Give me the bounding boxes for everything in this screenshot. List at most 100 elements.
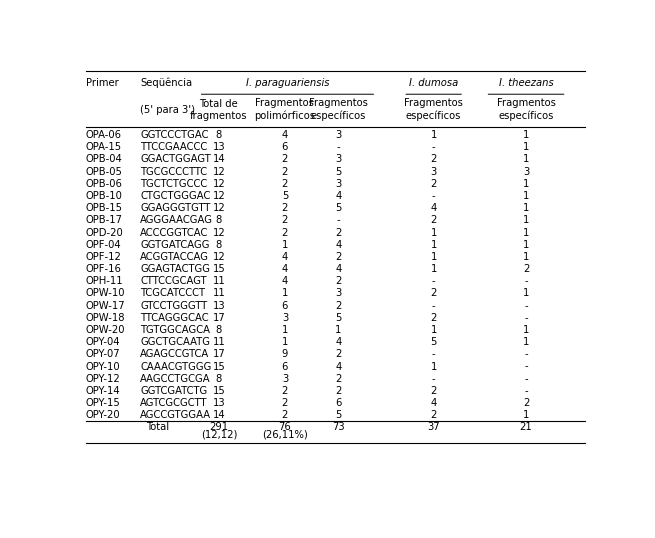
- Text: 12: 12: [213, 252, 225, 262]
- Text: -: -: [524, 374, 528, 384]
- Text: 3: 3: [335, 288, 341, 299]
- Text: 6: 6: [335, 398, 341, 408]
- Text: 4: 4: [430, 398, 437, 408]
- Text: TTCCGAACCC: TTCCGAACCC: [140, 142, 208, 152]
- Text: 2: 2: [335, 252, 341, 262]
- Text: GTCCTGGGTT: GTCCTGGGTT: [140, 301, 208, 310]
- Text: OPB-17: OPB-17: [86, 215, 123, 225]
- Text: 1: 1: [282, 325, 288, 335]
- Text: -: -: [432, 349, 436, 359]
- Text: AAGCCTGCGA: AAGCCTGCGA: [140, 374, 211, 384]
- Text: 1: 1: [523, 240, 529, 250]
- Text: GGAGGGTGTT: GGAGGGTGTT: [140, 203, 211, 213]
- Text: 8: 8: [215, 215, 222, 225]
- Text: 2: 2: [335, 374, 341, 384]
- Text: 12: 12: [213, 228, 225, 238]
- Text: 1: 1: [282, 288, 288, 299]
- Text: 1: 1: [523, 130, 529, 140]
- Text: -: -: [337, 215, 340, 225]
- Text: ACGGTACCAG: ACGGTACCAG: [140, 252, 209, 262]
- Text: OPB-15: OPB-15: [86, 203, 123, 213]
- Text: 1: 1: [430, 130, 437, 140]
- Text: 1: 1: [523, 410, 529, 420]
- Text: ACCCGGTCAC: ACCCGGTCAC: [140, 228, 209, 238]
- Text: OPB-06: OPB-06: [86, 179, 122, 189]
- Text: OPY-12: OPY-12: [86, 374, 121, 384]
- Text: 4: 4: [282, 252, 288, 262]
- Text: 2: 2: [282, 228, 288, 238]
- Text: 73: 73: [332, 422, 345, 432]
- Text: OPY-04: OPY-04: [86, 337, 121, 347]
- Text: 6: 6: [282, 301, 288, 310]
- Text: AGAGCCGTCA: AGAGCCGTCA: [140, 349, 210, 359]
- Text: 1: 1: [430, 325, 437, 335]
- Text: 4: 4: [335, 337, 341, 347]
- Text: 1: 1: [523, 215, 529, 225]
- Text: OPF-04: OPF-04: [86, 240, 122, 250]
- Text: 4: 4: [335, 240, 341, 250]
- Text: OPB-04: OPB-04: [86, 154, 122, 165]
- Text: 2: 2: [430, 410, 437, 420]
- Text: GGTCGATCTG: GGTCGATCTG: [140, 386, 208, 396]
- Text: 5: 5: [335, 203, 341, 213]
- Text: OPB-05: OPB-05: [86, 167, 122, 176]
- Text: 2: 2: [430, 386, 437, 396]
- Text: -: -: [337, 142, 340, 152]
- Text: OPY-14: OPY-14: [86, 386, 121, 396]
- Text: OPW-17: OPW-17: [86, 301, 126, 310]
- Text: 1: 1: [430, 264, 437, 274]
- Text: 3: 3: [523, 167, 529, 176]
- Text: I. theezans: I. theezans: [498, 78, 553, 88]
- Text: OPY-07: OPY-07: [86, 349, 121, 359]
- Text: 2: 2: [335, 277, 341, 286]
- Text: 1: 1: [430, 362, 437, 372]
- Text: 37: 37: [427, 422, 440, 432]
- Text: 1: 1: [523, 179, 529, 189]
- Text: -: -: [524, 386, 528, 396]
- Text: 1: 1: [523, 203, 529, 213]
- Text: OPY-20: OPY-20: [86, 410, 121, 420]
- Text: 1: 1: [430, 252, 437, 262]
- Text: AGTCGCGCTT: AGTCGCGCTT: [140, 398, 208, 408]
- Text: 1: 1: [523, 252, 529, 262]
- Text: (26,11%): (26,11%): [262, 430, 308, 440]
- Text: 3: 3: [282, 374, 288, 384]
- Text: (12,12): (12,12): [200, 430, 237, 440]
- Text: 3: 3: [335, 179, 341, 189]
- Text: -: -: [432, 301, 436, 310]
- Text: CAAACGTGGG: CAAACGTGGG: [140, 362, 212, 372]
- Text: AGCCGTGGAA: AGCCGTGGAA: [140, 410, 212, 420]
- Text: 1: 1: [523, 191, 529, 201]
- Text: 15: 15: [213, 264, 225, 274]
- Text: 2: 2: [282, 398, 288, 408]
- Text: GGAGTACTGG: GGAGTACTGG: [140, 264, 210, 274]
- Text: 4: 4: [282, 264, 288, 274]
- Text: 1: 1: [282, 240, 288, 250]
- Text: OPF-16: OPF-16: [86, 264, 122, 274]
- Text: 5: 5: [335, 167, 341, 176]
- Text: 13: 13: [213, 301, 225, 310]
- Text: OPW-20: OPW-20: [86, 325, 126, 335]
- Text: (5' para 3'): (5' para 3'): [140, 105, 195, 115]
- Text: 2: 2: [282, 203, 288, 213]
- Text: 21: 21: [519, 422, 533, 432]
- Text: 13: 13: [213, 398, 225, 408]
- Text: 2: 2: [430, 288, 437, 299]
- Text: 2: 2: [430, 154, 437, 165]
- Text: -: -: [432, 374, 436, 384]
- Text: I. dumosa: I. dumosa: [409, 78, 458, 88]
- Text: -: -: [524, 277, 528, 286]
- Text: 8: 8: [215, 325, 222, 335]
- Text: -: -: [524, 362, 528, 372]
- Text: TGCGCCCTTC: TGCGCCCTTC: [140, 167, 208, 176]
- Text: -: -: [432, 277, 436, 286]
- Text: 1: 1: [282, 337, 288, 347]
- Text: TTCAGGGCAC: TTCAGGGCAC: [140, 313, 209, 323]
- Text: Fragmentos
polimórficos: Fragmentos polimórficos: [254, 98, 316, 121]
- Text: -: -: [524, 301, 528, 310]
- Text: OPY-10: OPY-10: [86, 362, 121, 372]
- Text: 1: 1: [523, 142, 529, 152]
- Text: -: -: [432, 191, 436, 201]
- Text: 76: 76: [278, 422, 291, 432]
- Text: 4: 4: [430, 203, 437, 213]
